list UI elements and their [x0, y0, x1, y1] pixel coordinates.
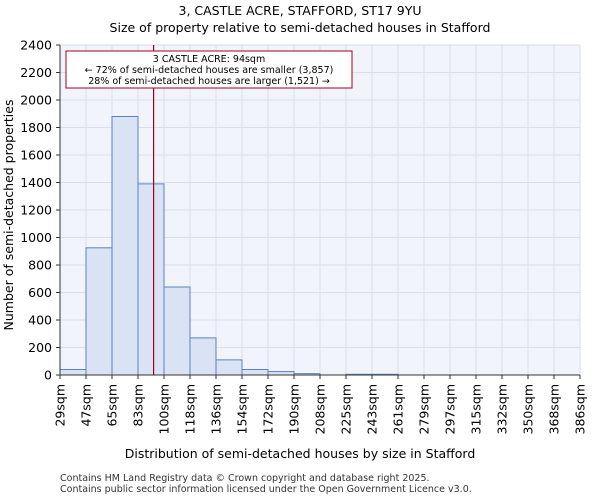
- y-tick-label: 1400: [20, 175, 52, 190]
- y-tick-label: 1200: [20, 203, 52, 218]
- x-tick-label: 29sqm: [53, 384, 68, 427]
- x-tick-label: 208sqm: [313, 384, 328, 434]
- y-tick-label: 0: [44, 368, 52, 383]
- x-tick-label: 65sqm: [105, 384, 120, 427]
- y-tick-label: 1600: [20, 148, 52, 163]
- x-tick-label: 225sqm: [339, 384, 354, 434]
- x-tick-label: 297sqm: [443, 384, 458, 434]
- x-tick-label: 83sqm: [131, 384, 146, 427]
- annotation-line-1: 3 CASTLE ACRE: 94sqm: [153, 54, 265, 65]
- x-tick-label: 154sqm: [235, 384, 250, 434]
- x-tick-label: 279sqm: [417, 384, 432, 434]
- bar-154sqm: [241, 369, 269, 376]
- footer-line-2: Contains public sector information licen…: [60, 484, 472, 495]
- bar-65sqm: [111, 116, 139, 376]
- bar-47sqm: [85, 247, 113, 376]
- x-tick-label: 47sqm: [79, 384, 94, 427]
- x-tick-labels: 29sqm 47sqm 65sqm 83sqm 100sqm 118sqm 136sqm 15…: [53, 375, 588, 434]
- y-tick-label: 400: [28, 313, 52, 328]
- y-tick-label: 200: [28, 340, 52, 355]
- chart-title: 3, CASTLE ACRE, STAFFORD, ST17 9YU: [179, 3, 422, 18]
- x-axis-label: Distribution of semi-detached houses by …: [125, 446, 476, 461]
- x-tick-label: 172sqm: [261, 384, 276, 434]
- x-tick-label: 118sqm: [183, 384, 198, 434]
- x-tick-label: 100sqm: [157, 384, 172, 434]
- y-tick-label: 1800: [20, 120, 52, 135]
- x-tick-label: 190sqm: [287, 384, 302, 434]
- y-tick-label: 600: [28, 285, 52, 300]
- chart-subtitle: Size of property relative to semi-detach…: [110, 20, 491, 35]
- x-tick-label: 386sqm: [573, 384, 588, 434]
- x-tick-label: 243sqm: [365, 384, 380, 434]
- footer-line-1: Contains HM Land Registry data © Crown c…: [60, 473, 430, 484]
- x-tick-label: 350sqm: [521, 384, 536, 434]
- x-tick-label: 261sqm: [391, 384, 406, 434]
- bars: [59, 116, 399, 376]
- y-tick-label: 2400: [20, 38, 52, 53]
- annotation-box: 3 CASTLE ACRE: 94sqm ← 72% of semi-detac…: [65, 50, 353, 89]
- y-tick-labels: 0 200 400 600 800 1000 1200 1400 1600 1800 2000 220…: [20, 38, 60, 383]
- y-tick-label: 1000: [20, 230, 52, 245]
- y-tick-label: 2000: [20, 93, 52, 108]
- annotation-line-2: ← 72% of semi-detached houses are smalle…: [85, 65, 334, 76]
- annotation-line-3: 28% of semi-detached houses are larger (…: [88, 76, 330, 87]
- bar-172sqm: [267, 371, 295, 376]
- y-tick-label: 2200: [20, 65, 52, 80]
- y-axis-label: Number of semi-detached properties: [1, 100, 16, 331]
- bar-136sqm: [215, 359, 243, 376]
- y-tick-label: 800: [28, 258, 52, 273]
- bar-29sqm: [59, 369, 87, 376]
- x-tick-label: 136sqm: [209, 384, 224, 434]
- x-tick-label: 315sqm: [469, 384, 484, 434]
- bar-118sqm: [189, 337, 217, 376]
- bar-83sqm: [137, 183, 165, 376]
- bar-100sqm: [163, 286, 191, 376]
- x-tick-label: 368sqm: [547, 384, 562, 434]
- x-tick-label: 332sqm: [495, 384, 510, 434]
